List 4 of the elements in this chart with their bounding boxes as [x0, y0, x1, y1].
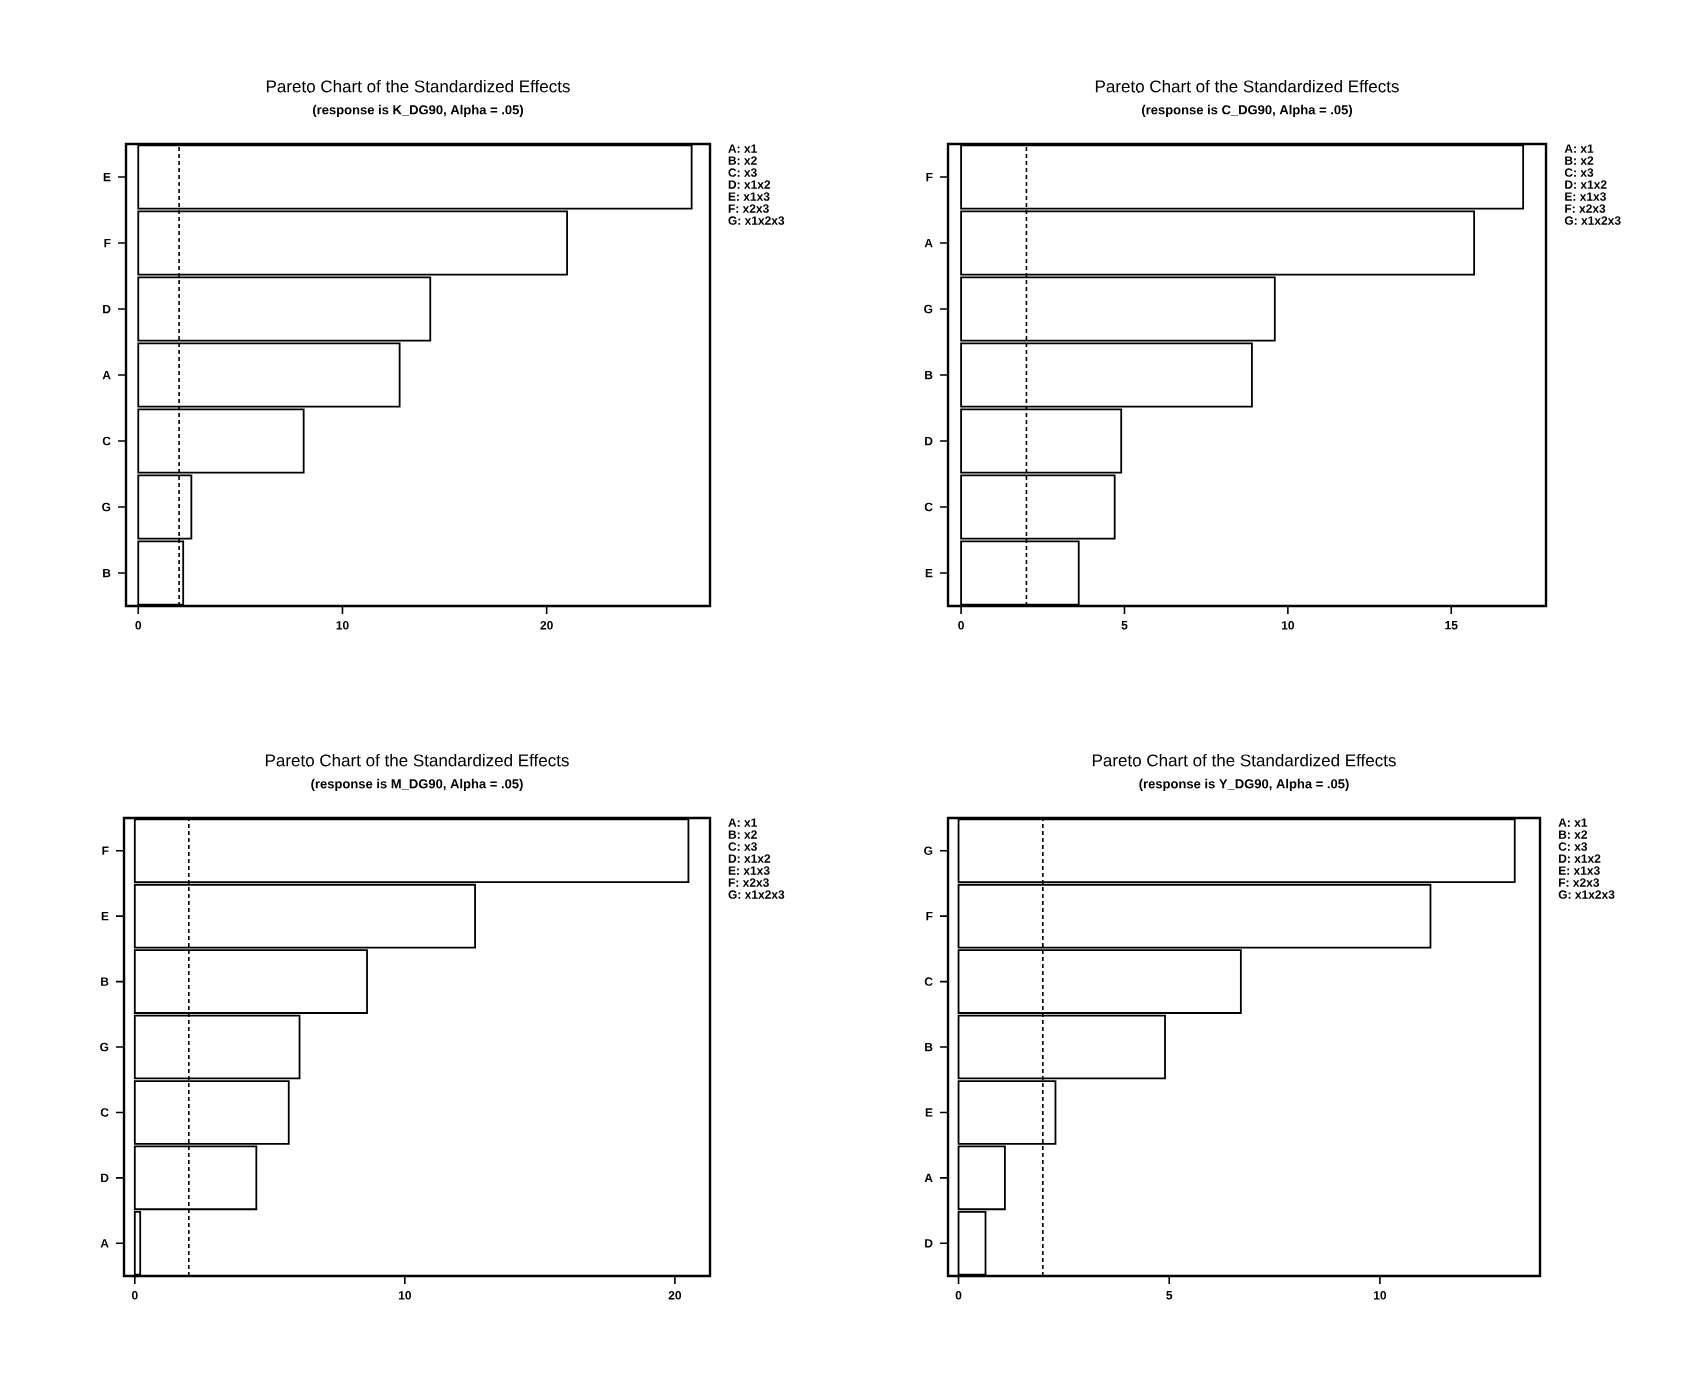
chart-title: Pareto Chart of the Standardized Effects [266, 79, 570, 93]
chart-title: Pareto Chart of the Standardized Effects [265, 753, 569, 767]
chart-title: Pareto Chart of the Standardized Effects [1095, 79, 1399, 93]
chart-title: Pareto Chart of the Standardized Effects [1092, 753, 1396, 767]
